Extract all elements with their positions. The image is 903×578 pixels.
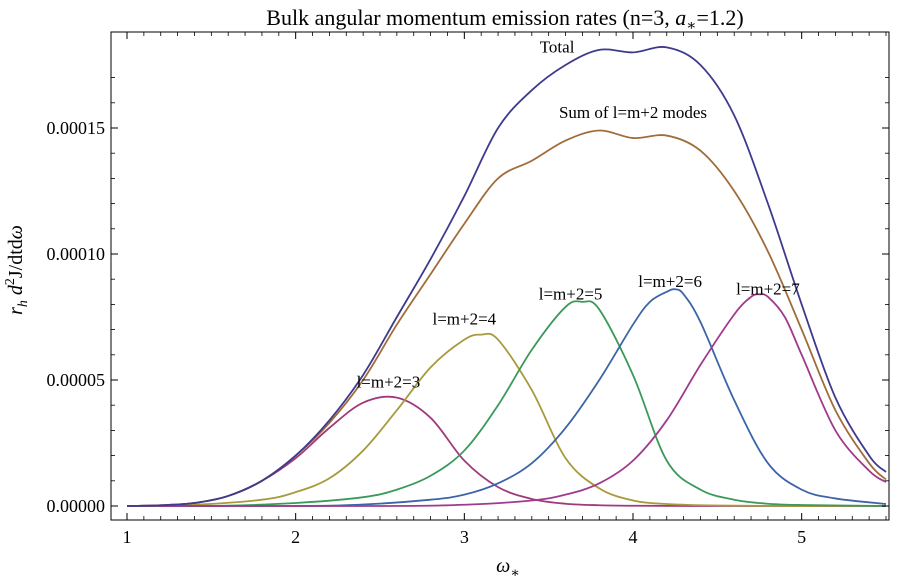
series-annotation: Sum of l=m+2 modes bbox=[559, 103, 707, 122]
x-axis-label: ω∗ bbox=[496, 555, 520, 578]
x-tick-label: 4 bbox=[629, 527, 638, 547]
x-tick-label: 3 bbox=[460, 527, 469, 547]
series-line-total bbox=[126, 46, 887, 507]
series-line-l-m-2-3 bbox=[126, 395, 886, 507]
series-line-sum-of-l-m-2-modes bbox=[126, 129, 887, 507]
y-tick-label: 0.00005 bbox=[47, 370, 106, 390]
series-annotation: l=m+2=4 bbox=[432, 310, 496, 329]
chart-title: Bulk angular momentum emission rates (n=… bbox=[266, 5, 743, 34]
series-annotation: Total bbox=[540, 37, 575, 56]
series-layer bbox=[126, 46, 887, 507]
plot-border bbox=[110, 31, 890, 521]
series-annotation: l=m+2=6 bbox=[638, 272, 702, 291]
x-tick-label: 5 bbox=[797, 527, 806, 547]
x-tick-label: 2 bbox=[291, 527, 300, 547]
x-tick-label: 1 bbox=[123, 527, 132, 547]
plot-frame bbox=[110, 31, 890, 521]
series-annotation: l=m+2=7 bbox=[736, 279, 800, 298]
series-annotation: l=m+2=5 bbox=[539, 284, 603, 303]
ticks-layer: 1 2 3 4 5 0.00000 0.00005 0.00010 0.00015 bbox=[47, 32, 889, 547]
series-annotation: l=m+2=3 bbox=[357, 373, 421, 392]
series-line-l-m-2-7 bbox=[127, 293, 887, 507]
annotations-layer: Total Sum of l=m+2 modes l=m+2=3 l=m+2=4 l=m… bbox=[357, 37, 801, 391]
y-axis-label: rh d2J/dtdω bbox=[3, 225, 31, 315]
series-line-l-m-2-6 bbox=[127, 288, 887, 507]
y-tick-label: 0.00015 bbox=[47, 118, 106, 138]
series-line-l-m-2-5 bbox=[127, 300, 887, 507]
series-line-l-m-2-4 bbox=[126, 332, 886, 507]
y-tick-label: 0.00000 bbox=[47, 496, 106, 516]
y-tick-label: 0.00010 bbox=[47, 244, 106, 264]
